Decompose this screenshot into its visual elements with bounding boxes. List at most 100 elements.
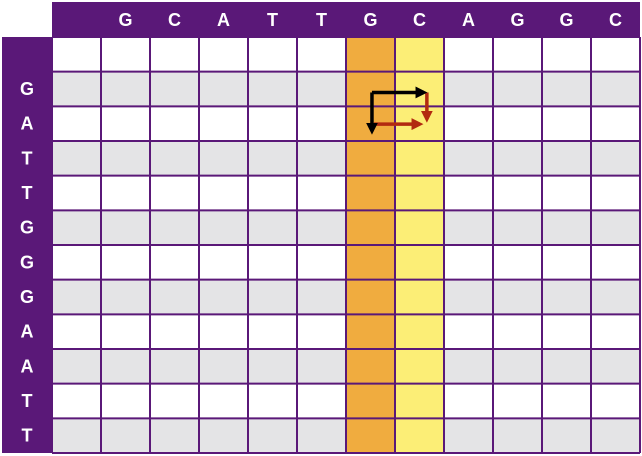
cell-3-1 [101, 141, 150, 176]
cell-6-3 [199, 245, 248, 280]
top-sequence-letter: G [363, 10, 377, 30]
cell-6-4 [248, 245, 297, 280]
cell-5-1 [101, 210, 150, 245]
cell-layer [52, 37, 640, 453]
cell-4-2 [150, 175, 199, 211]
cell-5-7 [395, 210, 444, 245]
cell-6-0 [52, 245, 101, 280]
cell-10-10 [542, 383, 591, 419]
side-sequence-letter: T [22, 426, 33, 446]
cell-9-10 [542, 349, 591, 384]
side-sequence-letter: G [20, 218, 34, 238]
cell-1-1 [101, 71, 150, 107]
cell-0-6 [346, 37, 395, 72]
cell-2-3 [199, 106, 248, 141]
cell-0-5 [297, 37, 346, 72]
side-sequence-letter: A [21, 356, 34, 376]
cell-9-2 [150, 349, 199, 384]
cell-7-10 [542, 279, 591, 315]
cell-11-5 [297, 418, 346, 453]
cell-3-0 [52, 141, 101, 176]
cell-6-6 [346, 245, 395, 280]
cell-1-11 [591, 71, 640, 107]
cell-5-3 [199, 210, 248, 245]
cell-1-5 [297, 71, 346, 107]
cell-5-2 [150, 210, 199, 245]
cell-6-1 [101, 245, 150, 280]
cell-3-11 [591, 141, 640, 176]
cell-10-5 [297, 383, 346, 419]
cell-5-0 [52, 210, 101, 245]
cell-8-11 [591, 314, 640, 349]
cell-5-10 [542, 210, 591, 245]
cell-9-9 [493, 349, 542, 384]
cell-10-2 [150, 383, 199, 419]
cell-1-2 [150, 71, 199, 107]
cell-9-0 [52, 349, 101, 384]
cell-4-10 [542, 175, 591, 211]
cell-7-3 [199, 279, 248, 315]
arrow-layer [366, 86, 433, 135]
side-sequence-letter: T [22, 148, 33, 168]
cell-11-3 [199, 418, 248, 453]
cell-9-1 [101, 349, 150, 384]
cell-11-10 [542, 418, 591, 453]
cell-8-2 [150, 314, 199, 349]
cell-2-0 [52, 106, 101, 141]
cell-3-2 [150, 141, 199, 176]
cell-10-9 [493, 383, 542, 419]
cell-4-1 [101, 175, 150, 211]
cell-11-0 [52, 418, 101, 453]
cell-8-7 [395, 314, 444, 349]
cell-4-6 [346, 175, 395, 211]
cell-8-6 [346, 314, 395, 349]
cell-7-2 [150, 279, 199, 315]
cell-11-11 [591, 418, 640, 453]
cell-0-9 [493, 37, 542, 72]
cell-1-10 [542, 71, 591, 107]
cell-3-9 [493, 141, 542, 176]
cell-3-4 [248, 141, 297, 176]
cell-3-10 [542, 141, 591, 176]
cell-3-6 [346, 141, 395, 176]
cell-0-7 [395, 37, 444, 72]
cell-4-5 [297, 175, 346, 211]
cell-8-0 [52, 314, 101, 349]
cell-2-5 [297, 106, 346, 141]
cell-2-10 [542, 106, 591, 141]
cell-1-7 [395, 71, 444, 107]
side-sequence-letter: A [21, 322, 34, 342]
cell-3-3 [199, 141, 248, 176]
cell-4-4 [248, 175, 297, 211]
cell-7-8 [444, 279, 493, 315]
cell-6-5 [297, 245, 346, 280]
cell-0-8 [444, 37, 493, 72]
cell-5-11 [591, 210, 640, 245]
cell-7-0 [52, 279, 101, 315]
cell-9-7 [395, 349, 444, 384]
cell-5-6 [346, 210, 395, 245]
cell-0-4 [248, 37, 297, 72]
cell-4-9 [493, 175, 542, 211]
cell-0-0 [52, 37, 101, 72]
cell-8-3 [199, 314, 248, 349]
side-sequence-letter: G [20, 287, 34, 307]
cell-7-1 [101, 279, 150, 315]
cell-9-6 [346, 349, 395, 384]
cell-0-1 [101, 37, 150, 72]
cell-9-11 [591, 349, 640, 384]
cell-10-3 [199, 383, 248, 419]
cell-5-4 [248, 210, 297, 245]
top-sequence-letter: G [559, 10, 573, 30]
cell-2-4 [248, 106, 297, 141]
top-sequence-letter: T [316, 10, 327, 30]
side-sequence-letter: T [22, 391, 33, 411]
cell-4-8 [444, 175, 493, 211]
cell-10-8 [444, 383, 493, 419]
cell-0-2 [150, 37, 199, 72]
cell-11-8 [444, 418, 493, 453]
cell-8-10 [542, 314, 591, 349]
cell-7-9 [493, 279, 542, 315]
